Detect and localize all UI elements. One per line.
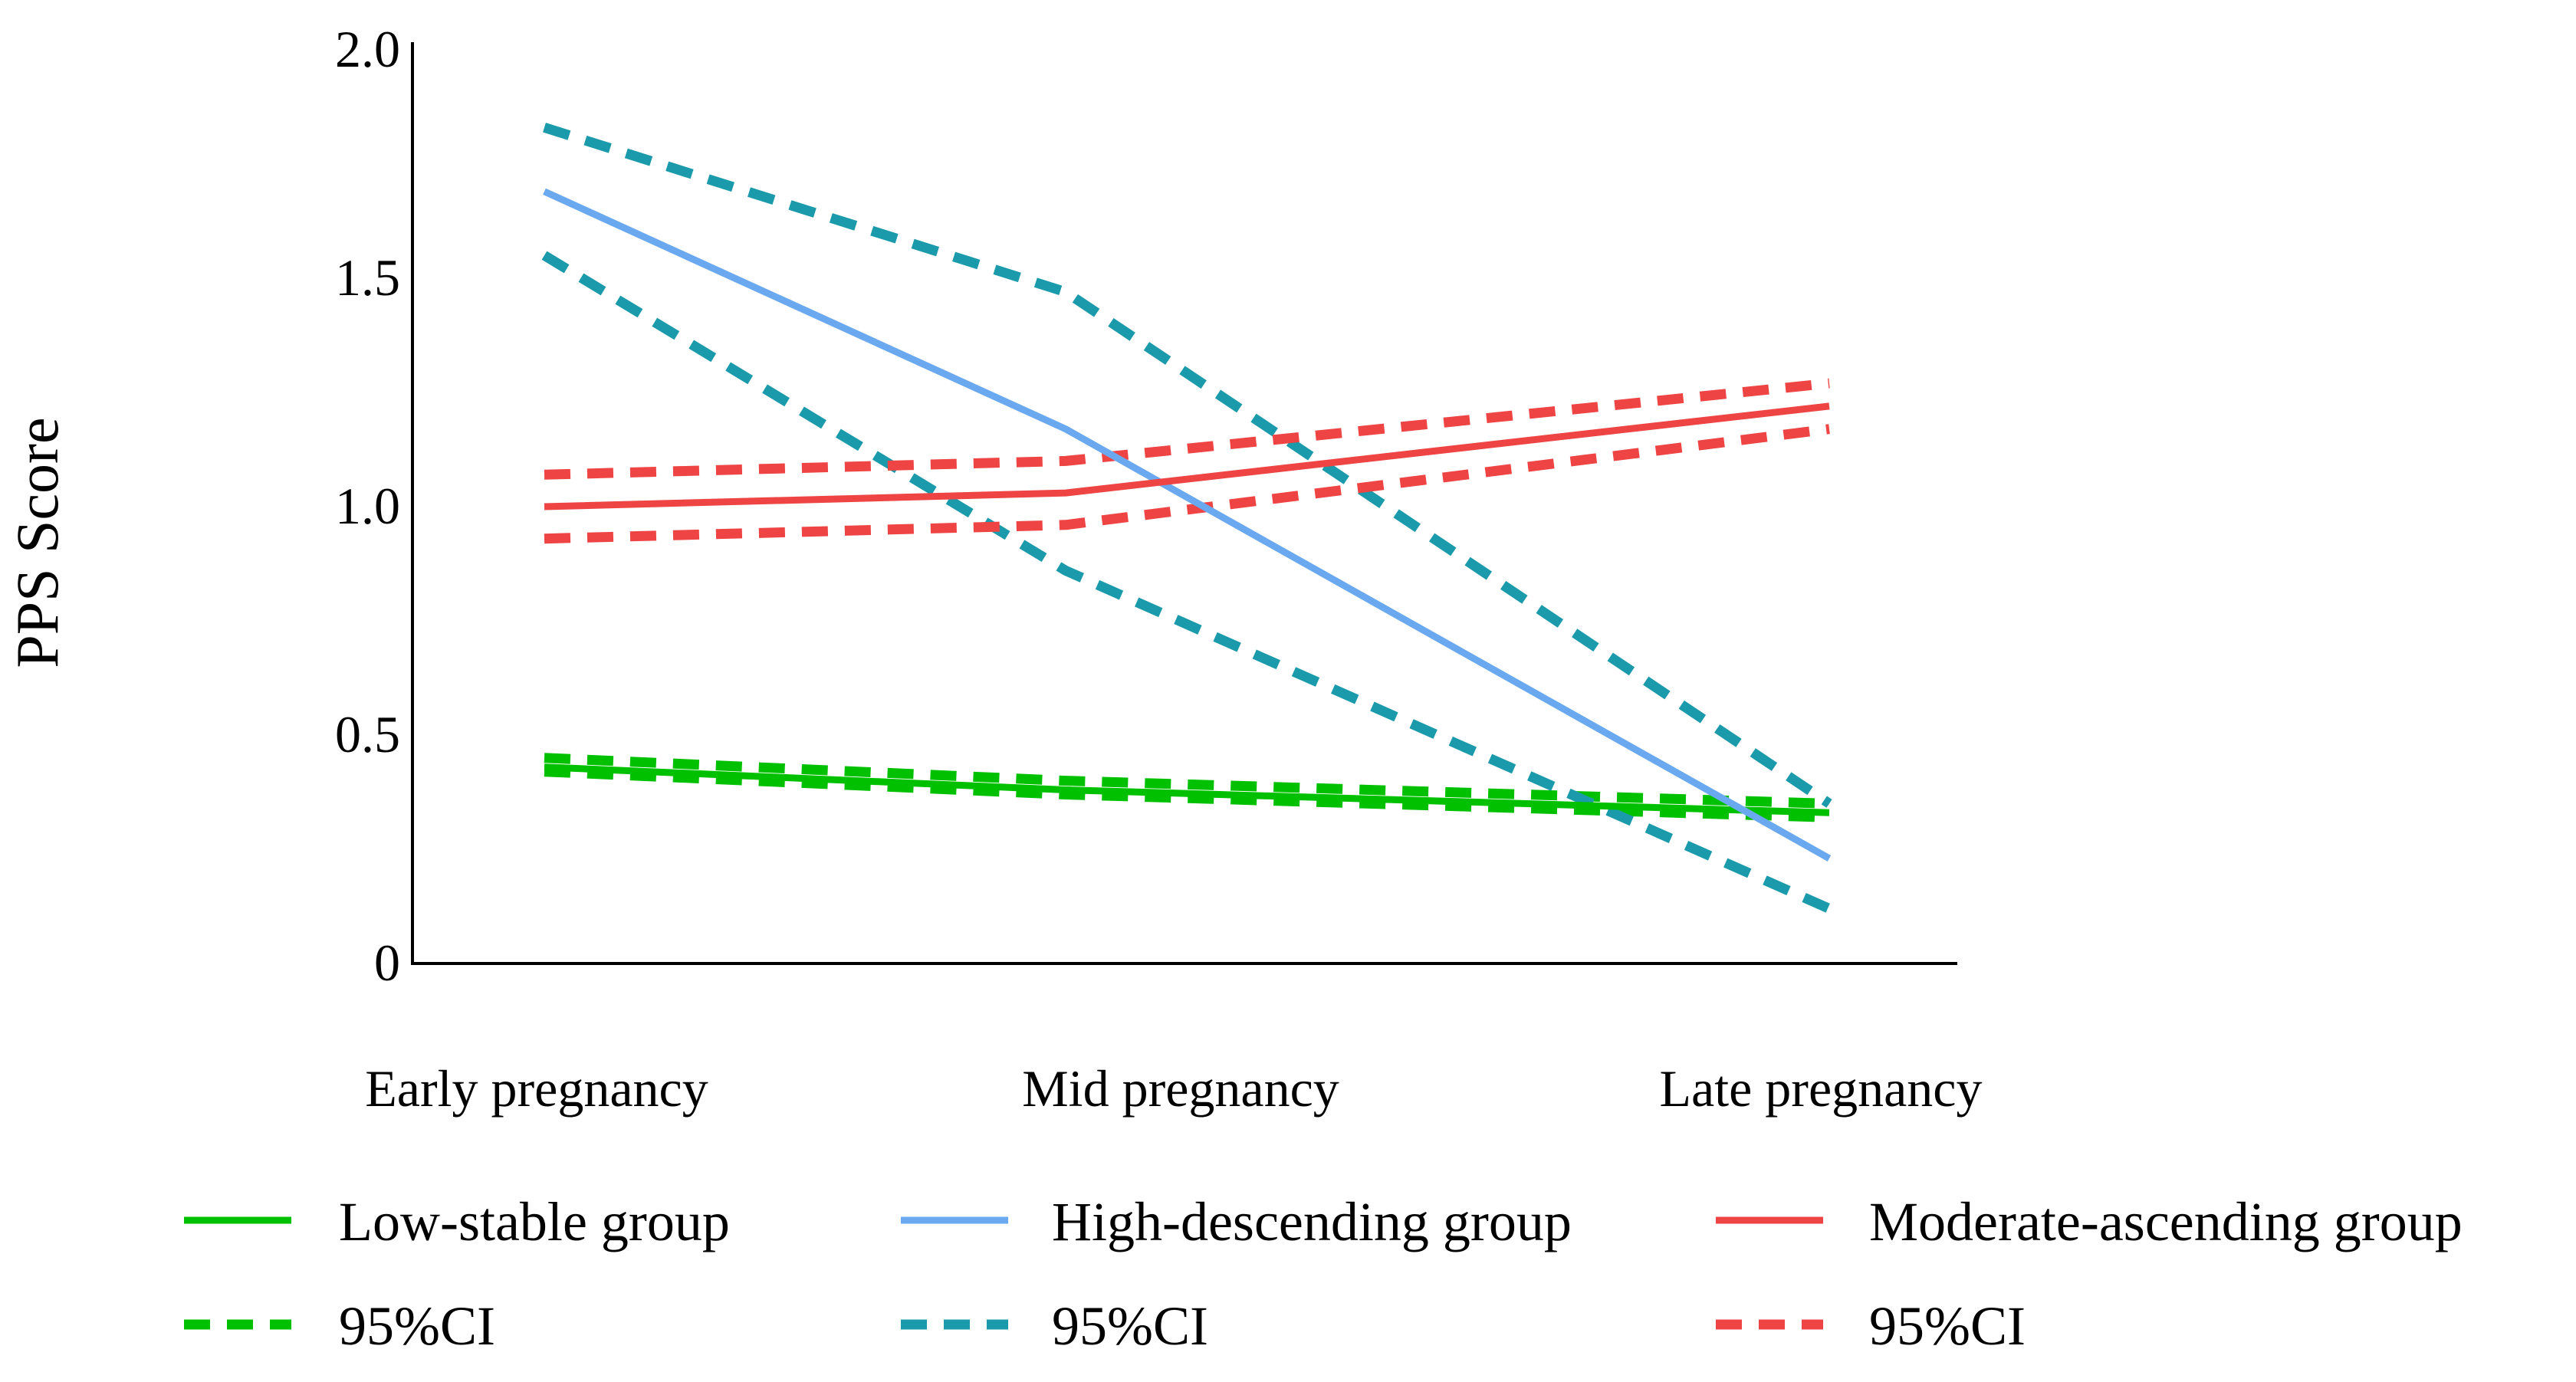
y-tick-label: 0 [374,934,400,992]
x-tick-labels: Early pregnancy Mid pregnancy Late pregnan… [365,1059,1982,1118]
y-axis-title: PPS Score [4,417,71,668]
legend-label: Moderate-ascending group [1869,1191,2463,1252]
legend-label: 95%CI [339,1295,495,1357]
y-tick-label: 1.5 [335,248,400,307]
series-line-3 [543,188,1832,862]
legend-label: Low-stable group [339,1191,730,1252]
series-line-0 [544,763,1830,816]
series-layer [541,123,1832,914]
legend: Low-stable group High-descending group Mod… [184,1191,2463,1357]
y-tick-label: 2.0 [335,20,400,78]
y-tick-labels: 0 0.5 1.0 1.5 2.0 [335,20,400,992]
legend-label: 95%CI [1052,1295,1208,1357]
legend-label: 95%CI [1869,1295,2026,1357]
x-tick-label: Mid pregnancy [1022,1059,1339,1118]
y-tick-label: 0.5 [335,705,400,763]
ci-line-4 [543,123,1832,808]
ci-line-8 [544,424,1830,544]
x-tick-label: Early pregnancy [365,1059,708,1118]
x-tick-label: Late pregnancy [1660,1059,1983,1118]
legend-label: High-descending group [1052,1191,1572,1252]
y-tick-label: 1.0 [335,477,400,535]
